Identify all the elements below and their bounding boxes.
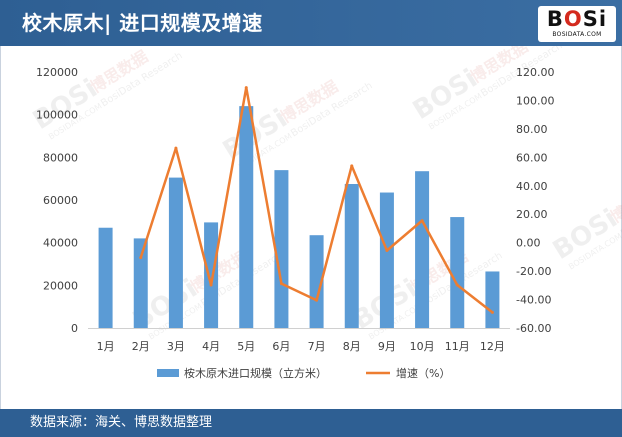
x-tick-label: 4月 [202,340,220,353]
data-source-note: 数据来源：海关、博思数据整理 [30,415,213,430]
bar-3月 [168,177,183,328]
right-axis: -60.00 -40.00 -20.00 0.00 20.00 40.00 60.00 80.… [516,66,555,335]
right-tick-label: 40.00 [516,180,548,193]
legend-bar-swatch [157,369,179,377]
right-tick-label: 0.00 [516,237,541,250]
line-series [139,86,494,314]
left-tick-label: 40000 [43,237,78,250]
left-tick-label: 20000 [43,279,78,292]
right-tick-label: -20.00 [516,265,551,278]
page-title: 校木原木| 进口规模及增速 [22,11,263,35]
growth-point-5月 [244,86,248,90]
growth-point-8月 [350,164,354,168]
legend-bar-label: 桉木原木进口规模（立方米） [184,366,327,380]
growth-point-2月 [139,256,143,260]
left-tick-label: 80000 [43,151,78,164]
right-tick-label: -60.00 [516,322,551,335]
bar-1月 [98,227,113,328]
right-tick-label: 100.00 [516,94,555,107]
x-tick-label: 8月 [343,340,361,353]
growth-point-7月 [315,298,319,302]
bar-7月 [309,235,324,328]
bar-12月 [485,271,500,328]
bar-11月 [450,217,465,328]
bar-10月 [415,171,430,328]
right-tick-label: -40.00 [516,294,551,307]
right-tick-label: 120.00 [516,66,555,79]
x-tick-label: 5月 [237,340,255,353]
growth-point-11月 [455,283,459,287]
bar-6月 [274,170,289,328]
left-tick-label: 120000 [36,66,78,79]
growth-point-10月 [420,219,424,223]
left-tick-label: 100000 [36,109,78,122]
growth-point-4月 [209,283,213,287]
growth-point-12月 [490,310,494,314]
x-tick-label: 7月 [308,340,326,353]
bar-4月 [204,222,219,328]
left-tick-label: 0 [71,322,78,335]
x-axis: 1月 2月 3月 4月 5月 6月 7月 8月 9月 10月 11月 12月 [97,340,505,353]
growth-point-6月 [279,282,283,286]
x-tick-label: 11月 [445,340,470,353]
bar-2月 [133,238,148,328]
x-tick-label: 12月 [480,340,505,353]
x-tick-label: 3月 [167,340,185,353]
x-tick-label: 6月 [272,340,290,353]
right-tick-label: 60.00 [516,151,548,164]
bar-series [88,106,510,329]
growth-point-9月 [385,248,389,252]
bar-8月 [344,184,359,328]
left-axis: 0 20000 40000 60000 80000 100000 120000 [36,66,78,335]
logo-wordmark: BOSi [546,7,608,31]
bosi-logo: BOSi BOSIDATA.COM [538,6,616,42]
right-tick-label: 80.00 [516,123,548,136]
x-tick-label: 9月 [378,340,396,353]
bar-5月 [239,106,254,328]
x-tick-label: 10月 [410,340,435,353]
x-tick-label: 2月 [132,340,150,353]
footer-bar: 数据来源：海关、博思数据整理 [0,409,622,437]
legend: 桉木原木进口规模（立方米） 增速（%） [157,366,450,380]
header-bar: 校木原木| 进口规模及增速 BOSi BOSIDATA.COM [0,0,622,46]
bar-9月 [379,192,394,328]
right-tick-label: 20.00 [516,208,548,221]
legend-line-label: 增速（%） [396,366,450,380]
growth-point-3月 [174,146,178,150]
logo-subtitle: BOSIDATA.COM [552,31,602,38]
left-tick-label: 60000 [43,194,78,207]
x-tick-label: 1月 [97,340,115,353]
